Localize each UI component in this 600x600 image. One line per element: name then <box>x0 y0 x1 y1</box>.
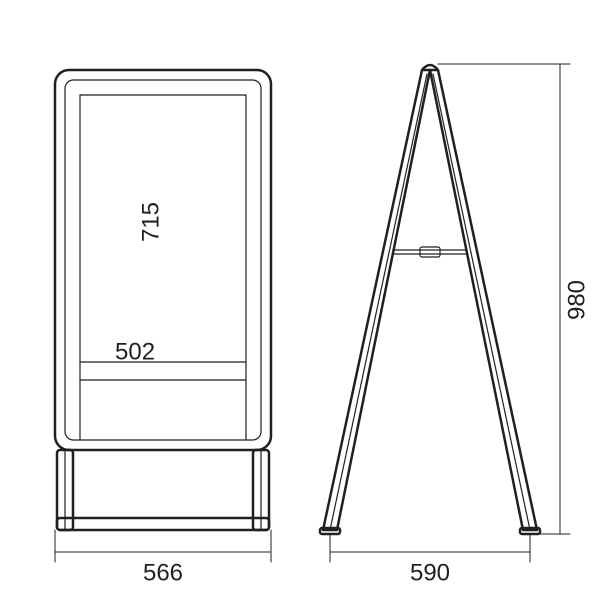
dim-panel-width: 502 <box>115 338 155 365</box>
front-view <box>55 70 271 562</box>
dim-side-depth: 590 <box>410 559 450 586</box>
side-view <box>320 64 570 562</box>
dim-total-width: 566 <box>143 559 183 586</box>
dim-panel-height: 715 <box>138 202 165 242</box>
dim-total-height: 980 <box>563 280 590 320</box>
